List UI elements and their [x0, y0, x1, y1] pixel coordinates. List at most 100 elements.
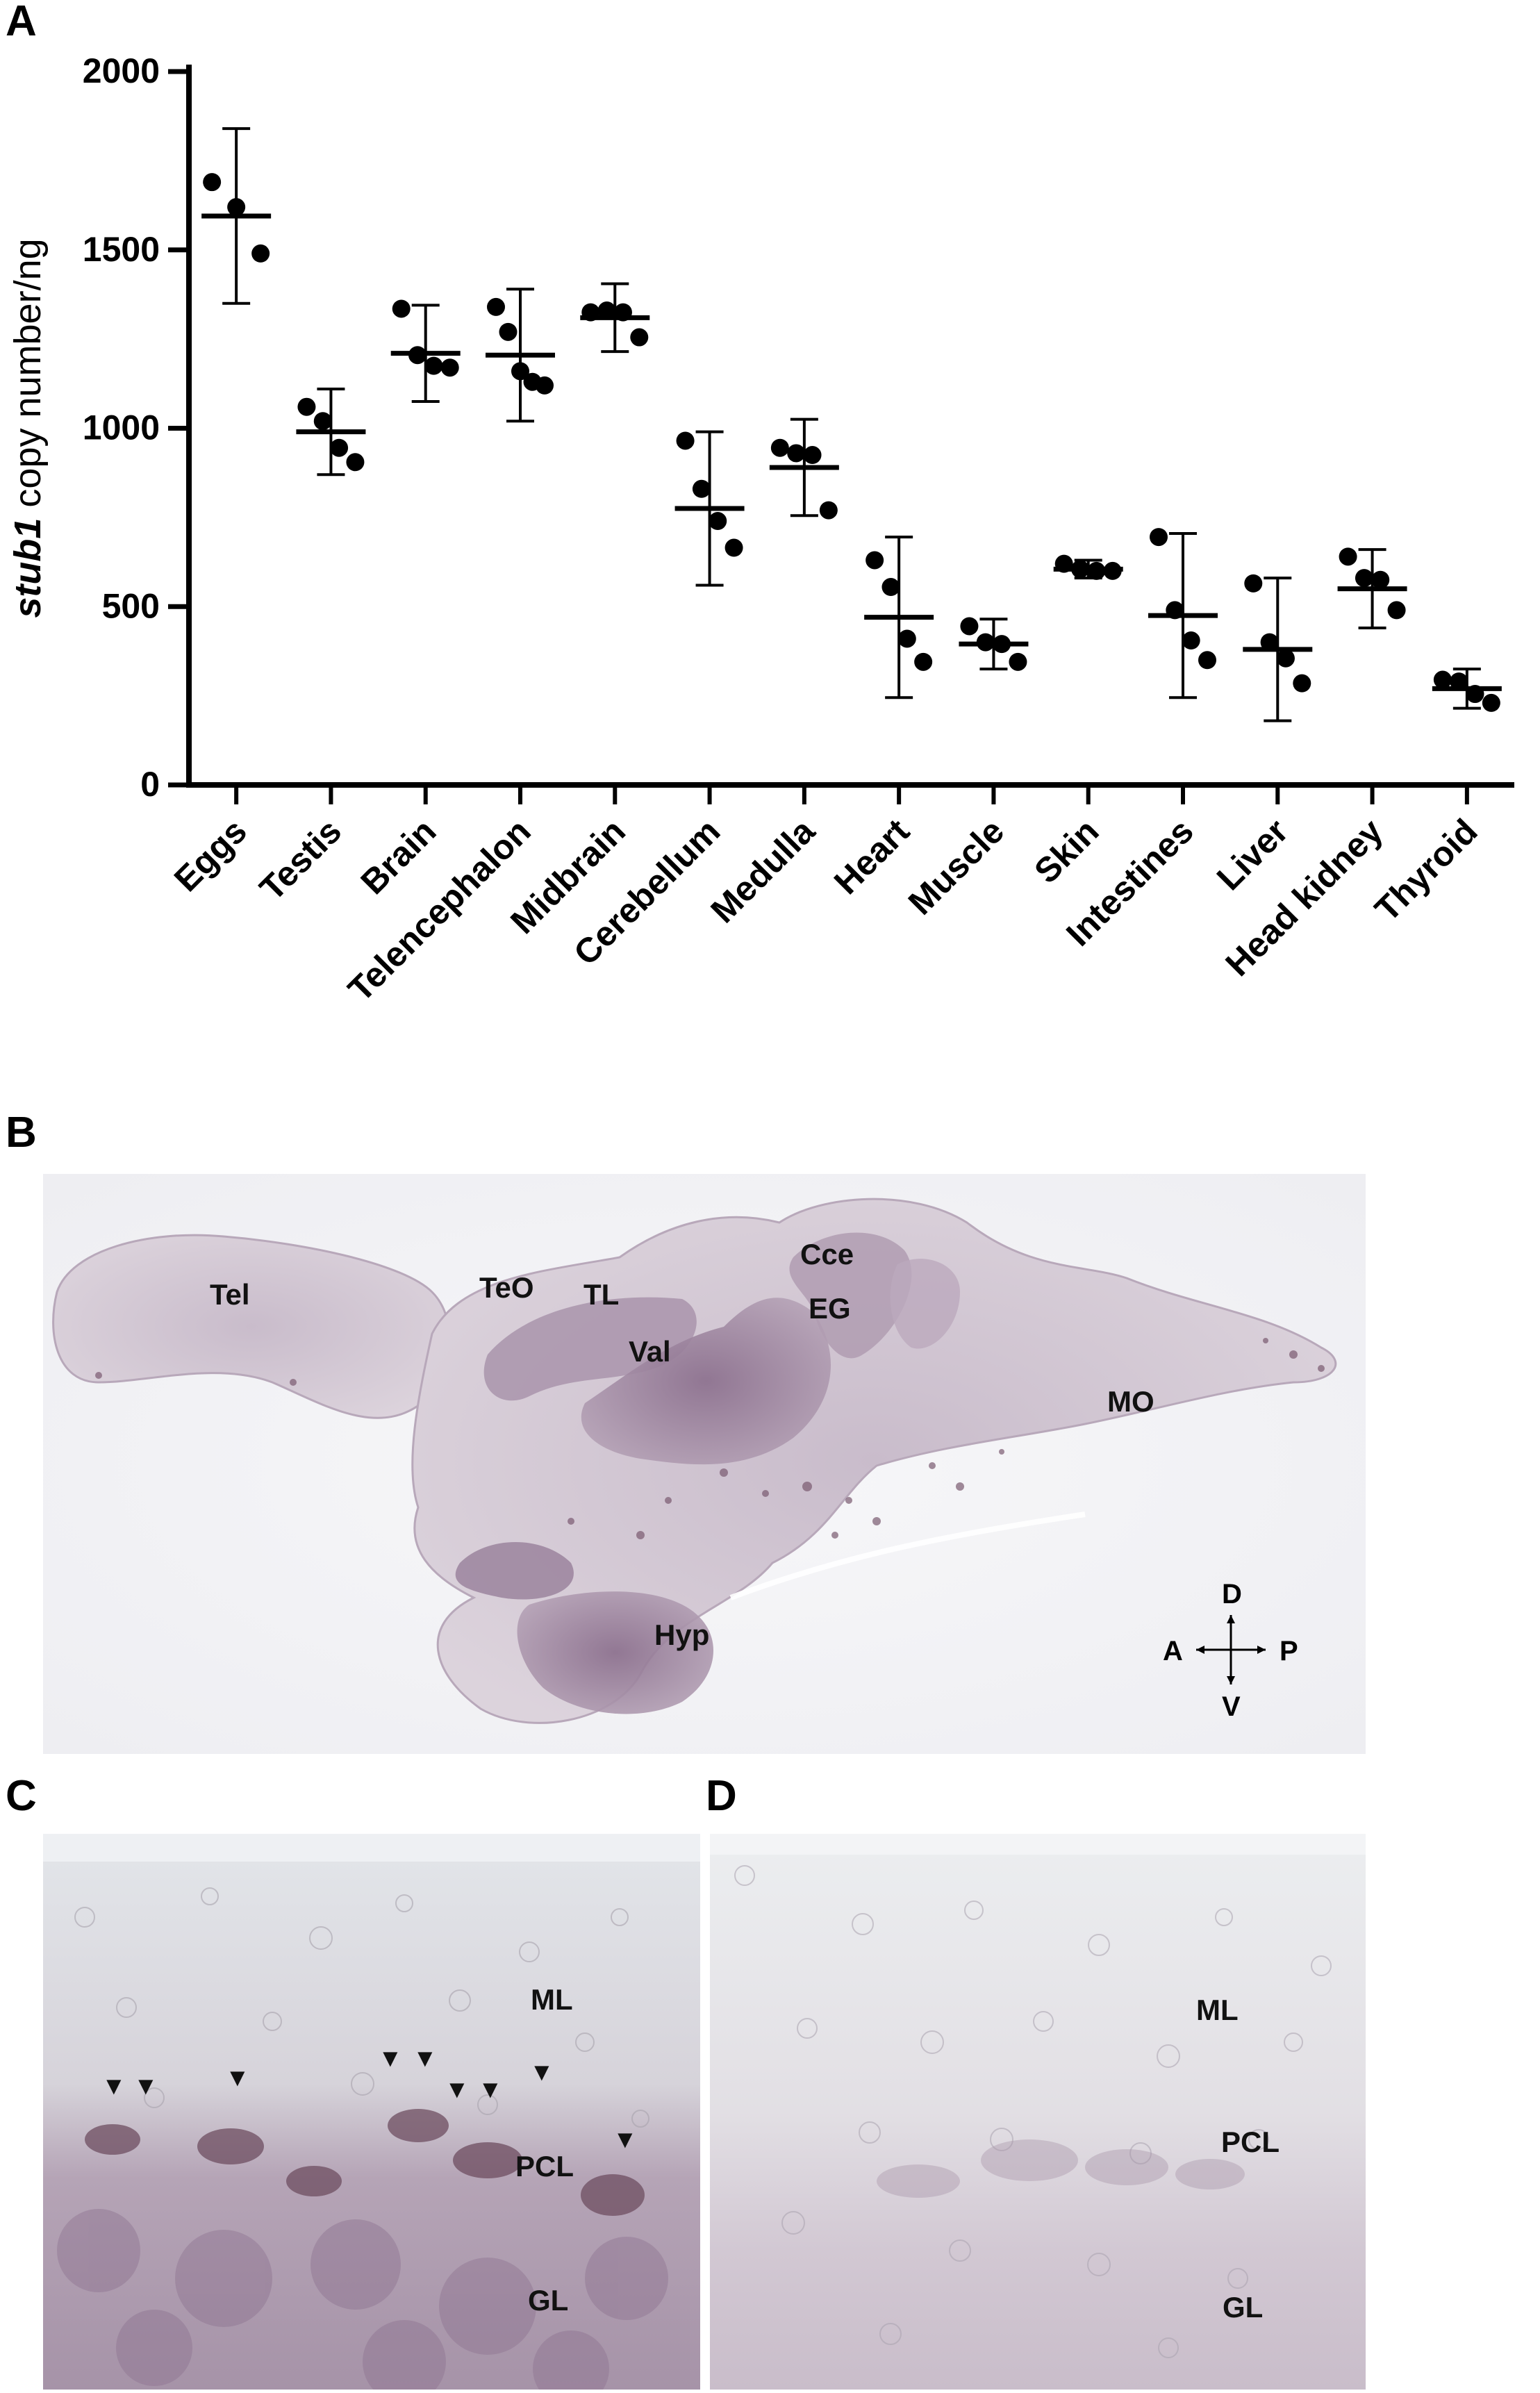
y-tick-label: 500: [102, 586, 160, 625]
x-tick-label: Skin: [1027, 811, 1106, 891]
label-pcl: PCL: [515, 2150, 574, 2183]
data-point: [499, 322, 518, 341]
data-point: [676, 431, 695, 450]
panel-label-b: B: [6, 1109, 37, 1157]
scatter-chart: 0 500 1000 1500 2000 stub1 copy number/ng Egg…: [7, 51, 1514, 1009]
label-val: Val: [629, 1335, 671, 1368]
compass-a: A: [1163, 1636, 1183, 1666]
arrowhead-marker: ▼: [225, 2063, 250, 2092]
data-point: [1054, 554, 1073, 573]
y-axis-label-gene: stub1: [7, 518, 49, 618]
data-point: [709, 512, 727, 531]
x-tick-label: Heart: [827, 811, 917, 902]
data-point: [1433, 670, 1452, 689]
x-tick-label: Testis: [252, 811, 349, 908]
label-ml: ML: [1196, 1994, 1239, 2026]
data-point: [819, 501, 838, 520]
y-tick-label: 1000: [83, 408, 160, 447]
data-point: [914, 652, 933, 671]
data-point: [597, 301, 616, 320]
data-point: [630, 328, 649, 347]
x-tick-label: Muscle: [901, 811, 1011, 922]
data-point: [1293, 674, 1311, 693]
label-pcl: PCL: [1221, 2126, 1280, 2158]
panel-label-a: A: [6, 0, 37, 45]
arrowhead-marker: ▼: [445, 2075, 470, 2103]
panel-label-d: D: [706, 1772, 737, 1820]
arrowhead-marker: ▼: [529, 2057, 554, 2086]
arrowhead-marker: ▼: [101, 2071, 126, 2100]
data-point: [993, 635, 1011, 654]
y-tick-label: 0: [140, 765, 160, 804]
arrowhead-marker: ▼: [478, 2075, 503, 2103]
data-point: [770, 438, 789, 457]
x-tick-label: Eggs: [167, 811, 254, 899]
data-point: [1482, 693, 1500, 712]
data-point: [897, 629, 916, 648]
label-eg: EG: [809, 1292, 851, 1325]
x-tick-label: Thyroid: [1367, 811, 1484, 929]
x-tick-label: Brain: [354, 811, 444, 902]
data-point: [613, 303, 632, 322]
orientation-compass: D V A P: [1154, 1573, 1307, 1726]
data-point: [1450, 672, 1468, 691]
data-point: [866, 551, 884, 570]
data-point: [1166, 601, 1184, 620]
data-point: [487, 297, 505, 316]
data-point: [1103, 561, 1122, 580]
brain-section-micrograph: Tel TeO TL Cce EG Val MO Hyp D V A P: [43, 1174, 1366, 1754]
data-point: [881, 578, 900, 597]
compass-v: V: [1222, 1691, 1241, 1722]
data-point: [440, 358, 459, 377]
data-point: [1150, 528, 1168, 547]
compass-p: P: [1280, 1636, 1298, 1666]
y-tick-label: 1500: [83, 230, 160, 269]
data-point: [1071, 560, 1090, 579]
data-point: [1087, 561, 1106, 580]
label-ml: ML: [531, 1983, 573, 2016]
data-point: [692, 479, 711, 498]
data-point: [1339, 547, 1357, 566]
data-point: [408, 346, 427, 365]
cerebellum-control-micrograph: ML PCL GL: [710, 1834, 1366, 2390]
data-point: [976, 633, 995, 652]
data-point: [536, 376, 554, 395]
data-point: [1244, 574, 1263, 593]
arrowhead-marker: ▼: [133, 2071, 158, 2100]
y-tick-label: 2000: [83, 51, 160, 90]
data-point: [803, 446, 822, 465]
x-tick-label: Liver: [1209, 811, 1295, 897]
data-point: [1276, 649, 1295, 668]
data-point: [787, 444, 806, 463]
y-axis-label: stub1 copy number/ng: [7, 238, 49, 618]
data-point: [424, 356, 443, 375]
data-point: [346, 453, 365, 472]
data-point: [313, 412, 332, 431]
data-point: [392, 299, 411, 318]
data-point: [725, 538, 743, 557]
arrowhead-marker: ▼: [613, 2125, 638, 2153]
label-hyp: Hyp: [654, 1618, 710, 1651]
panel-label-c: C: [6, 1772, 37, 1820]
data-point: [1182, 631, 1200, 650]
data-point: [1466, 685, 1484, 704]
x-tick-label: Medulla: [703, 811, 822, 930]
data-point: [1260, 633, 1279, 652]
data-point: [1371, 570, 1390, 589]
data-point: [227, 198, 246, 217]
data-point: [1198, 651, 1216, 670]
y-axis-label-unit: copy number/ng: [7, 238, 49, 517]
arrowhead-marker: ▼: [413, 2044, 438, 2072]
label-gl: GL: [1223, 2291, 1264, 2324]
cerebellum-probe-micrograph: ML PCL GL ▼ ▼ ▼ ▼ ▼ ▼ ▼ ▼ ▼: [43, 1834, 700, 2390]
data-point: [1009, 652, 1027, 671]
data-point: [297, 397, 316, 416]
data-point: [1355, 569, 1373, 588]
label-tel: Tel: [210, 1278, 250, 1311]
data-point: [1387, 601, 1406, 620]
data-point: [581, 303, 600, 322]
data-point: [251, 244, 270, 263]
label-mo: MO: [1107, 1385, 1154, 1418]
label-gl: GL: [528, 2284, 569, 2317]
data-point: [511, 362, 529, 381]
